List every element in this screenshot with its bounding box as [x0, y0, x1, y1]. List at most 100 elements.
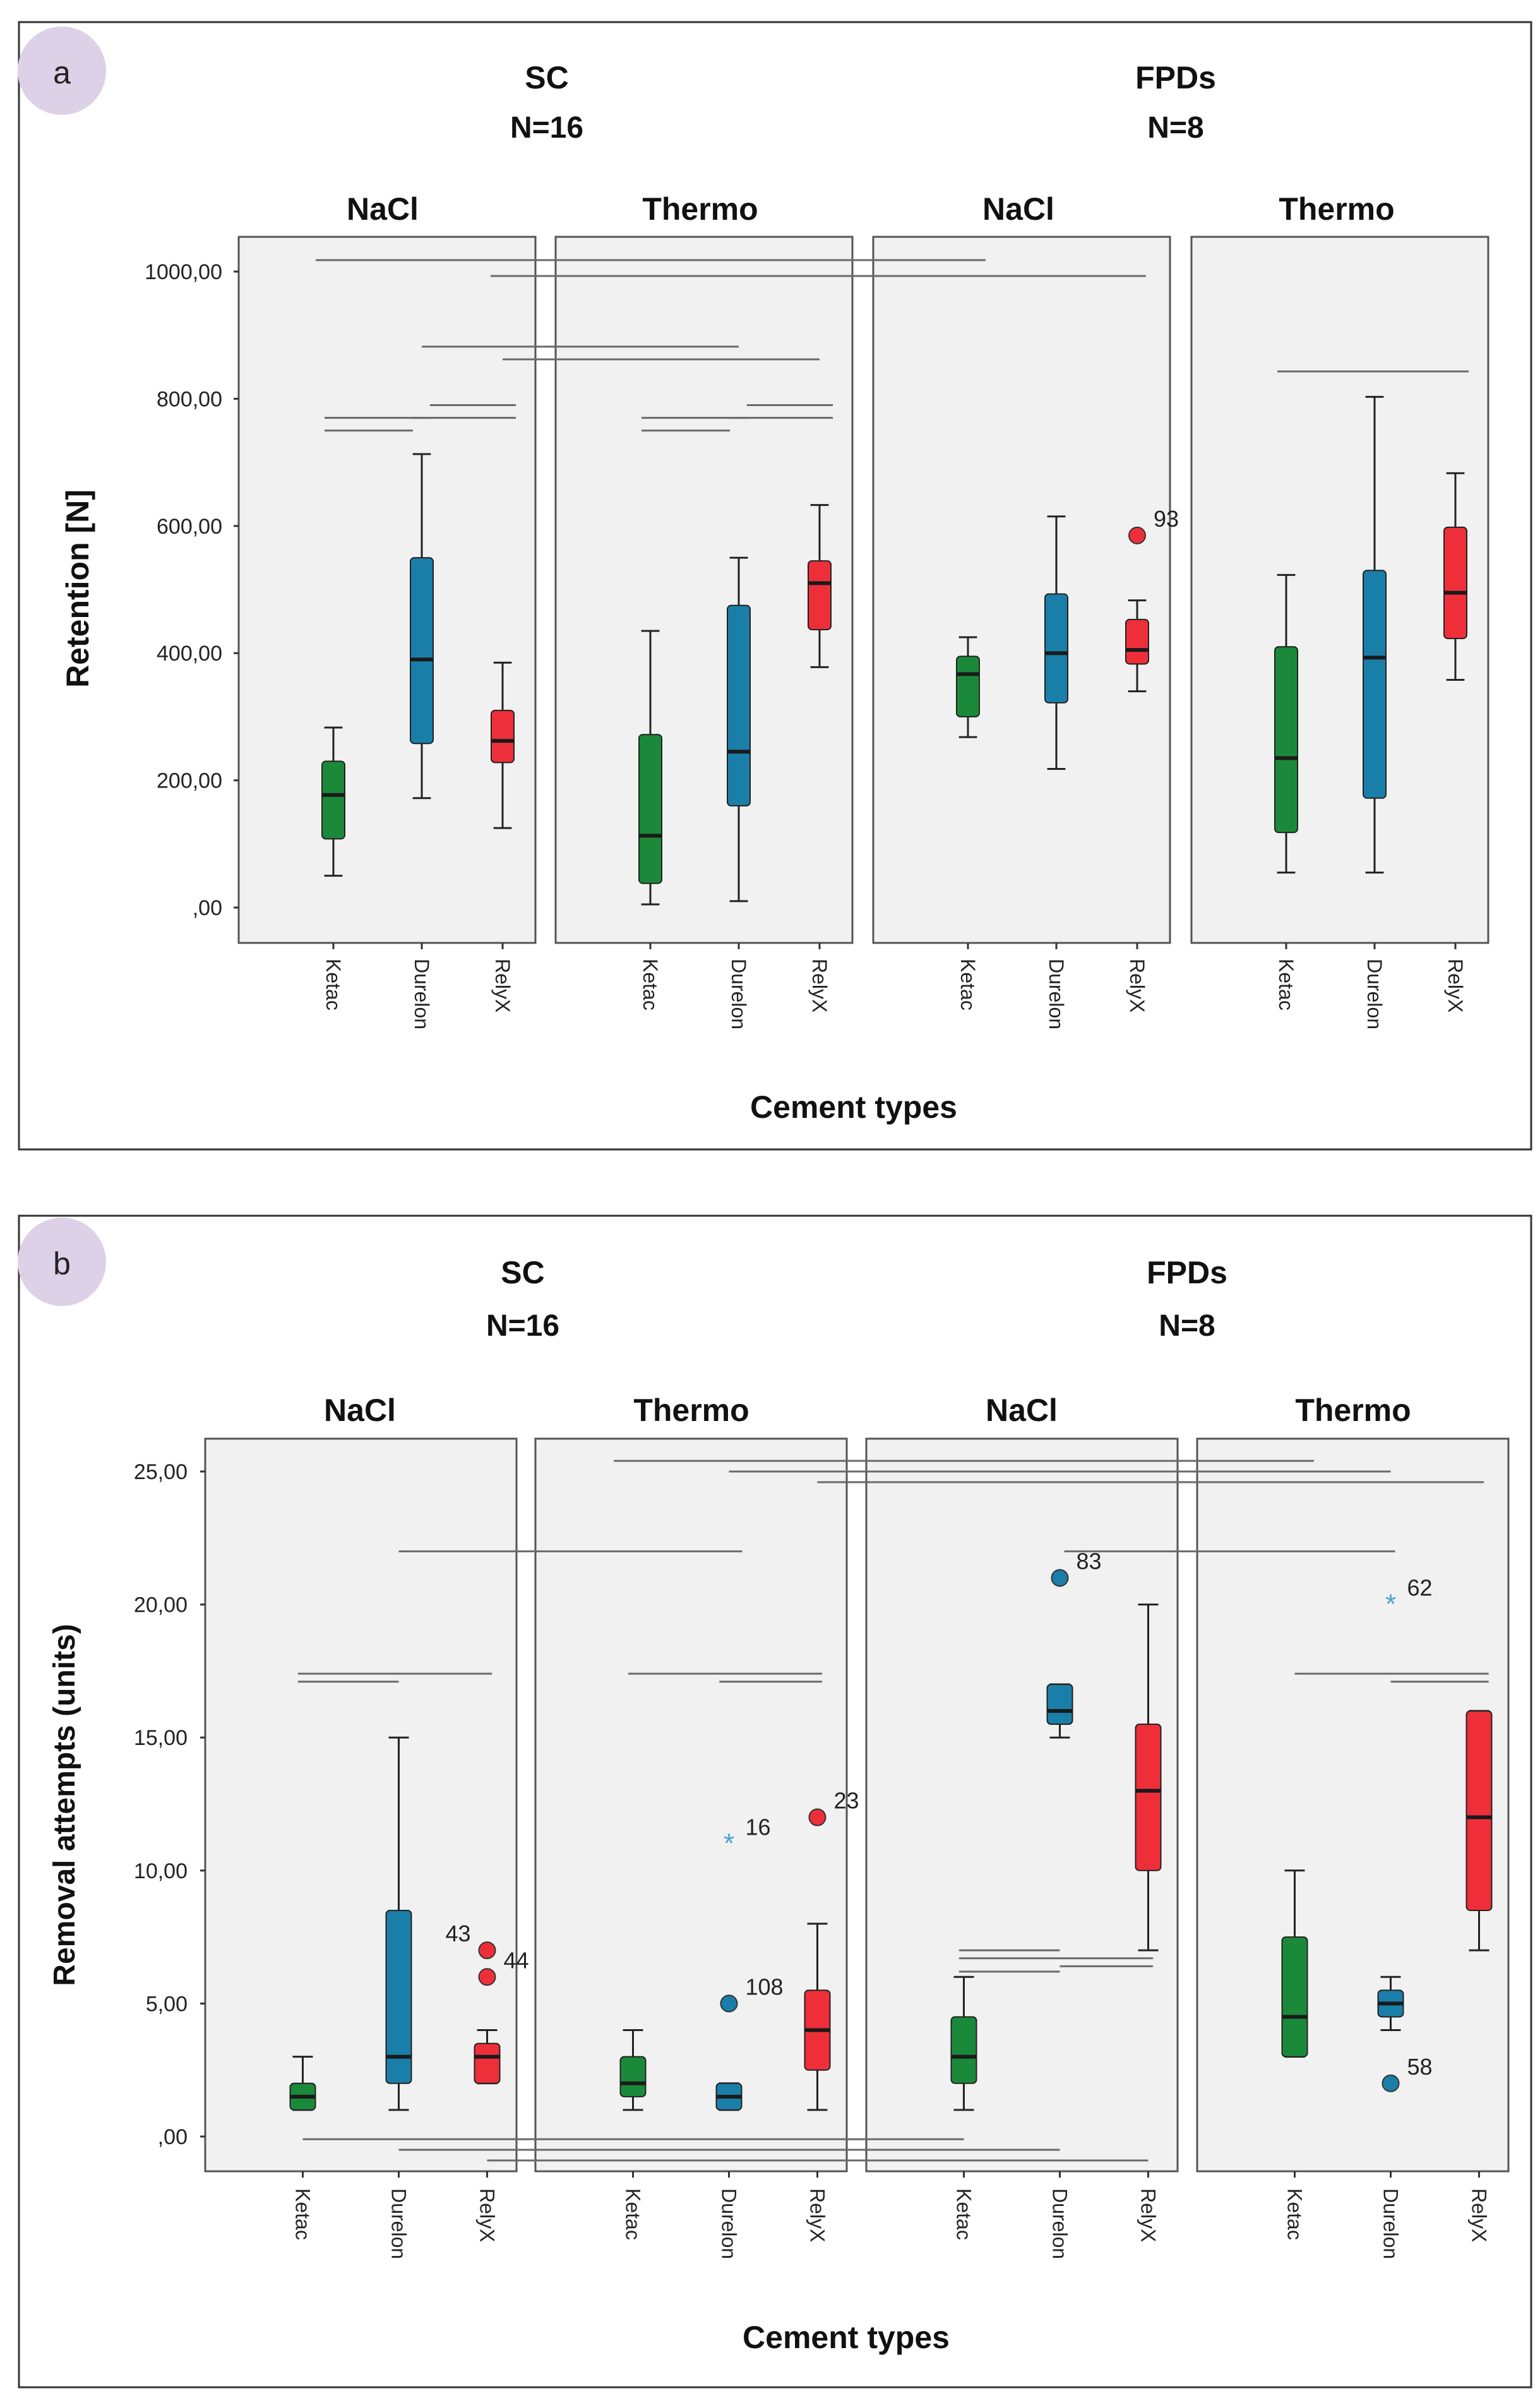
- category-label: RelyX: [1468, 2188, 1491, 2242]
- panel-a-facet-1-title: NaCl: [347, 191, 419, 227]
- category-label: Durelon: [410, 959, 433, 1029]
- panel-b-group-sc-n: N=16: [486, 1309, 559, 1343]
- outlier-point: [1382, 2074, 1400, 2092]
- panel-b-significance-lines: [297, 1460, 1489, 2162]
- category-label: RelyX: [806, 2188, 829, 2242]
- outlier-label: 93: [1154, 506, 1179, 532]
- y-tick-label: ,00: [193, 896, 222, 920]
- outlier-star: *: [724, 1828, 734, 1859]
- panel-b-group-sc-title: SC: [501, 1255, 544, 1290]
- box-ketac: [1274, 646, 1298, 834]
- panel-a-group-sc-n: N=16: [510, 111, 583, 145]
- panel-a-group-fpds-n: N=8: [1147, 111, 1203, 145]
- outlier-label: 43: [445, 1921, 470, 1946]
- outlier-label: 58: [1407, 2054, 1433, 2080]
- category-label: RelyX: [1137, 2188, 1160, 2242]
- outlier-label: 16: [746, 1814, 771, 1840]
- y-tick-label: 800,00: [157, 387, 222, 411]
- box-durelon: [385, 1909, 412, 2084]
- category-label: Durelon: [727, 959, 750, 1029]
- box-ketac: [321, 760, 345, 840]
- box-durelon: [1044, 593, 1068, 704]
- panel-b-x-axis-title: Cement types: [743, 2320, 950, 2355]
- panel-b-category-labels: Ketac Durelon RelyX Ketac Durelon RelyX Ketac D…: [292, 2171, 1491, 2259]
- category-label: RelyX: [491, 959, 514, 1012]
- panel-a-significance-lines: [316, 259, 1469, 432]
- panel-b-facet-4-box: [1196, 1437, 1510, 2173]
- box-ketac: [638, 734, 662, 884]
- panel-a-y-axis-title: Retention [N]: [60, 489, 95, 688]
- outlier-point: [478, 1968, 496, 1986]
- box-durelon: [727, 604, 751, 806]
- category-label: Durelon: [1363, 959, 1386, 1029]
- panel-b-y-axis-title: Removal attempts (units): [48, 1624, 81, 1986]
- panel-a-facet-2-box: [554, 236, 854, 944]
- box-ketac: [619, 2056, 647, 2097]
- y-tick-label: 10,00: [134, 1859, 188, 1883]
- panel-a-facet-2-title: Thermo: [642, 191, 758, 227]
- panel-b-label: b: [53, 1246, 71, 1281]
- outlier-label: 83: [1077, 1548, 1102, 1574]
- panel-a-y-axis: ,00 200,00 400,00 600,00 800,00 1000,00: [145, 260, 239, 920]
- panel-a-facet-3-box: [872, 236, 1171, 944]
- y-tick-label: 1000,00: [145, 260, 222, 284]
- panel-a: a SC N=16 FPDs N=8 NaCl Thermo NaCl Ther…: [18, 21, 1532, 1151]
- category-label: Ketac: [292, 2188, 314, 2240]
- category-label: Ketac: [953, 2188, 976, 2240]
- category-label: Ketac: [639, 959, 662, 1010]
- outlier-point: [720, 1994, 738, 2013]
- outlier-label: 44: [504, 1947, 529, 1973]
- panel-a-group-sc-title: SC: [525, 60, 568, 95]
- panel-b-facet-3-title: NaCl: [986, 1393, 1058, 1428]
- box-relyx: [1443, 526, 1467, 640]
- box-ketac: [950, 2016, 977, 2084]
- box-durelon: [1363, 570, 1387, 799]
- category-label: Ketac: [1275, 959, 1298, 1010]
- panel-b-boxes: 43 44 108 * 16 23 83 58 * 62: [289, 1548, 1493, 2111]
- category-label: Durelon: [1049, 2188, 1071, 2259]
- y-tick-label: 15,00: [134, 1726, 188, 1750]
- box-ketac: [1281, 1936, 1308, 2058]
- box-relyx: [491, 709, 515, 764]
- panel-a-facet-3-title: NaCl: [982, 191, 1054, 227]
- panel-a-label-badge: [18, 27, 106, 115]
- box-relyx: [1465, 1710, 1493, 1911]
- outlier-point: [808, 1808, 827, 1826]
- category-label: Durelon: [388, 2188, 410, 2259]
- panel-b-facet-1-title: NaCl: [324, 1393, 396, 1428]
- panel-a-facet-4-box: [1190, 236, 1489, 944]
- category-label: RelyX: [476, 2188, 499, 2242]
- outlier-label: 23: [834, 1788, 859, 1814]
- panel-b-group-fpds-n: N=8: [1159, 1309, 1215, 1343]
- panel-b-facet-4-title: Thermo: [1295, 1393, 1411, 1428]
- panel-a-facet-1-box: [237, 236, 537, 944]
- outlier-point: [1051, 1569, 1069, 1587]
- panel-a-x-axis-title: Cement types: [750, 1089, 957, 1125]
- category-label: Durelon: [1045, 959, 1068, 1029]
- y-tick-label: ,00: [158, 2125, 188, 2149]
- box-durelon: [410, 557, 434, 745]
- panel-a-boxes: 93: [321, 395, 1467, 906]
- panel-b-group-fpds-title: FPDs: [1147, 1255, 1227, 1290]
- box-relyx: [1135, 1724, 1162, 1871]
- box-relyx: [808, 560, 832, 630]
- panel-a-label: a: [53, 55, 71, 90]
- category-label: RelyX: [1444, 959, 1467, 1012]
- category-label: RelyX: [808, 959, 831, 1012]
- panel-a-category-labels: Ketac Durelon RelyX Ketac Durelon RelyX Ketac D…: [322, 943, 1467, 1029]
- outlier-star: *: [1385, 1589, 1396, 1620]
- panel-a-group-fpds-title: FPDs: [1135, 60, 1216, 95]
- category-label: Ketac: [622, 2188, 645, 2240]
- outlier-label: 108: [746, 1974, 784, 1999]
- panel-b-facet-1-box: [204, 1437, 518, 2173]
- panel-a-facet-4-title: Thermo: [1279, 191, 1394, 227]
- y-tick-label: 5,00: [146, 1992, 188, 2016]
- category-label: Ketac: [957, 959, 979, 1010]
- y-tick-label: 200,00: [157, 769, 222, 793]
- category-label: Durelon: [718, 2188, 741, 2259]
- outlier-point: [1128, 526, 1146, 544]
- panel-b-facet-3-box: [865, 1437, 1179, 2173]
- category-label: RelyX: [1126, 959, 1149, 1012]
- panel-b-facet-2-title: Thermo: [633, 1393, 749, 1428]
